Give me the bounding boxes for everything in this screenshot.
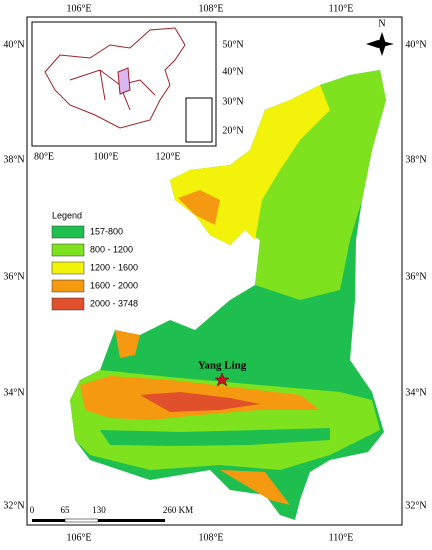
legend-label: 2000 - 3748 [90,298,138,308]
province-orange-north [178,190,220,225]
inset-lat-label: 50°N [222,39,243,50]
right-lat-label: 34°N [405,387,426,398]
legend-label: 1600 - 2000 [90,280,138,290]
legend-swatch [51,279,85,293]
inset-lat-label: 40°N [222,66,243,77]
top-lon-label: 106°E [66,3,91,14]
scale-label: 260 KM [163,505,193,515]
scale-bar-segment [64,518,99,523]
left-lat-label: 32°N [3,500,24,511]
inset-lon-label: 80°E [34,151,54,162]
province-light-green [170,70,386,300]
scale-bar [32,519,165,522]
inset-lat-label: 30°N [222,96,243,107]
site-star [214,372,230,387]
left-lat-label: 36°N [3,271,24,282]
inset-sea-box [185,97,213,143]
inset-china-outline [44,27,186,129]
right-lat-label: 38°N [405,154,426,165]
legend-label: 157-800 [90,226,123,236]
legend-title: Legend [52,210,82,220]
right-lat-label: 36°N [405,271,426,282]
province-orange-sw [220,470,290,505]
scale-label: 65 [61,505,71,515]
bottom-lon-label: 110°E [329,532,354,543]
legend: Legend 157-800 800 - 1200 1200 - 1600 1600 … [51,210,138,311]
legend-label: 1200 - 1600 [90,262,138,272]
inset-lat-label: 20°N [222,125,243,136]
inset-lon-label: 120°E [155,151,180,162]
compass-label: N [378,18,385,29]
scale-label: 0 [30,505,35,515]
legend-swatch [51,243,85,257]
legend-label: 800 - 1200 [90,244,133,254]
province-green-band [100,428,330,446]
left-lat-label: 40°N [3,39,24,50]
scale-label: 130 [92,505,106,515]
top-lon-label: 108°E [198,3,223,14]
inset-highlight [117,67,131,95]
bottom-lon-label: 106°E [66,532,91,543]
province-red-south [140,392,260,412]
province-orange-west [115,330,140,358]
legend-swatch [51,225,85,239]
legend-swatch [51,261,85,275]
site-label: Yang Ling [198,360,247,372]
right-lat-label: 32°N [405,500,426,511]
inset-lon-label: 100°E [93,151,118,162]
compass: N [366,18,394,56]
left-lat-label: 34°N [3,387,24,398]
top-lon-label: 110°E [329,3,354,14]
legend-swatch [51,297,85,311]
right-lat-label: 40°N [405,39,426,50]
bottom-lon-label: 108°E [198,532,223,543]
left-lat-label: 38°N [3,154,24,165]
